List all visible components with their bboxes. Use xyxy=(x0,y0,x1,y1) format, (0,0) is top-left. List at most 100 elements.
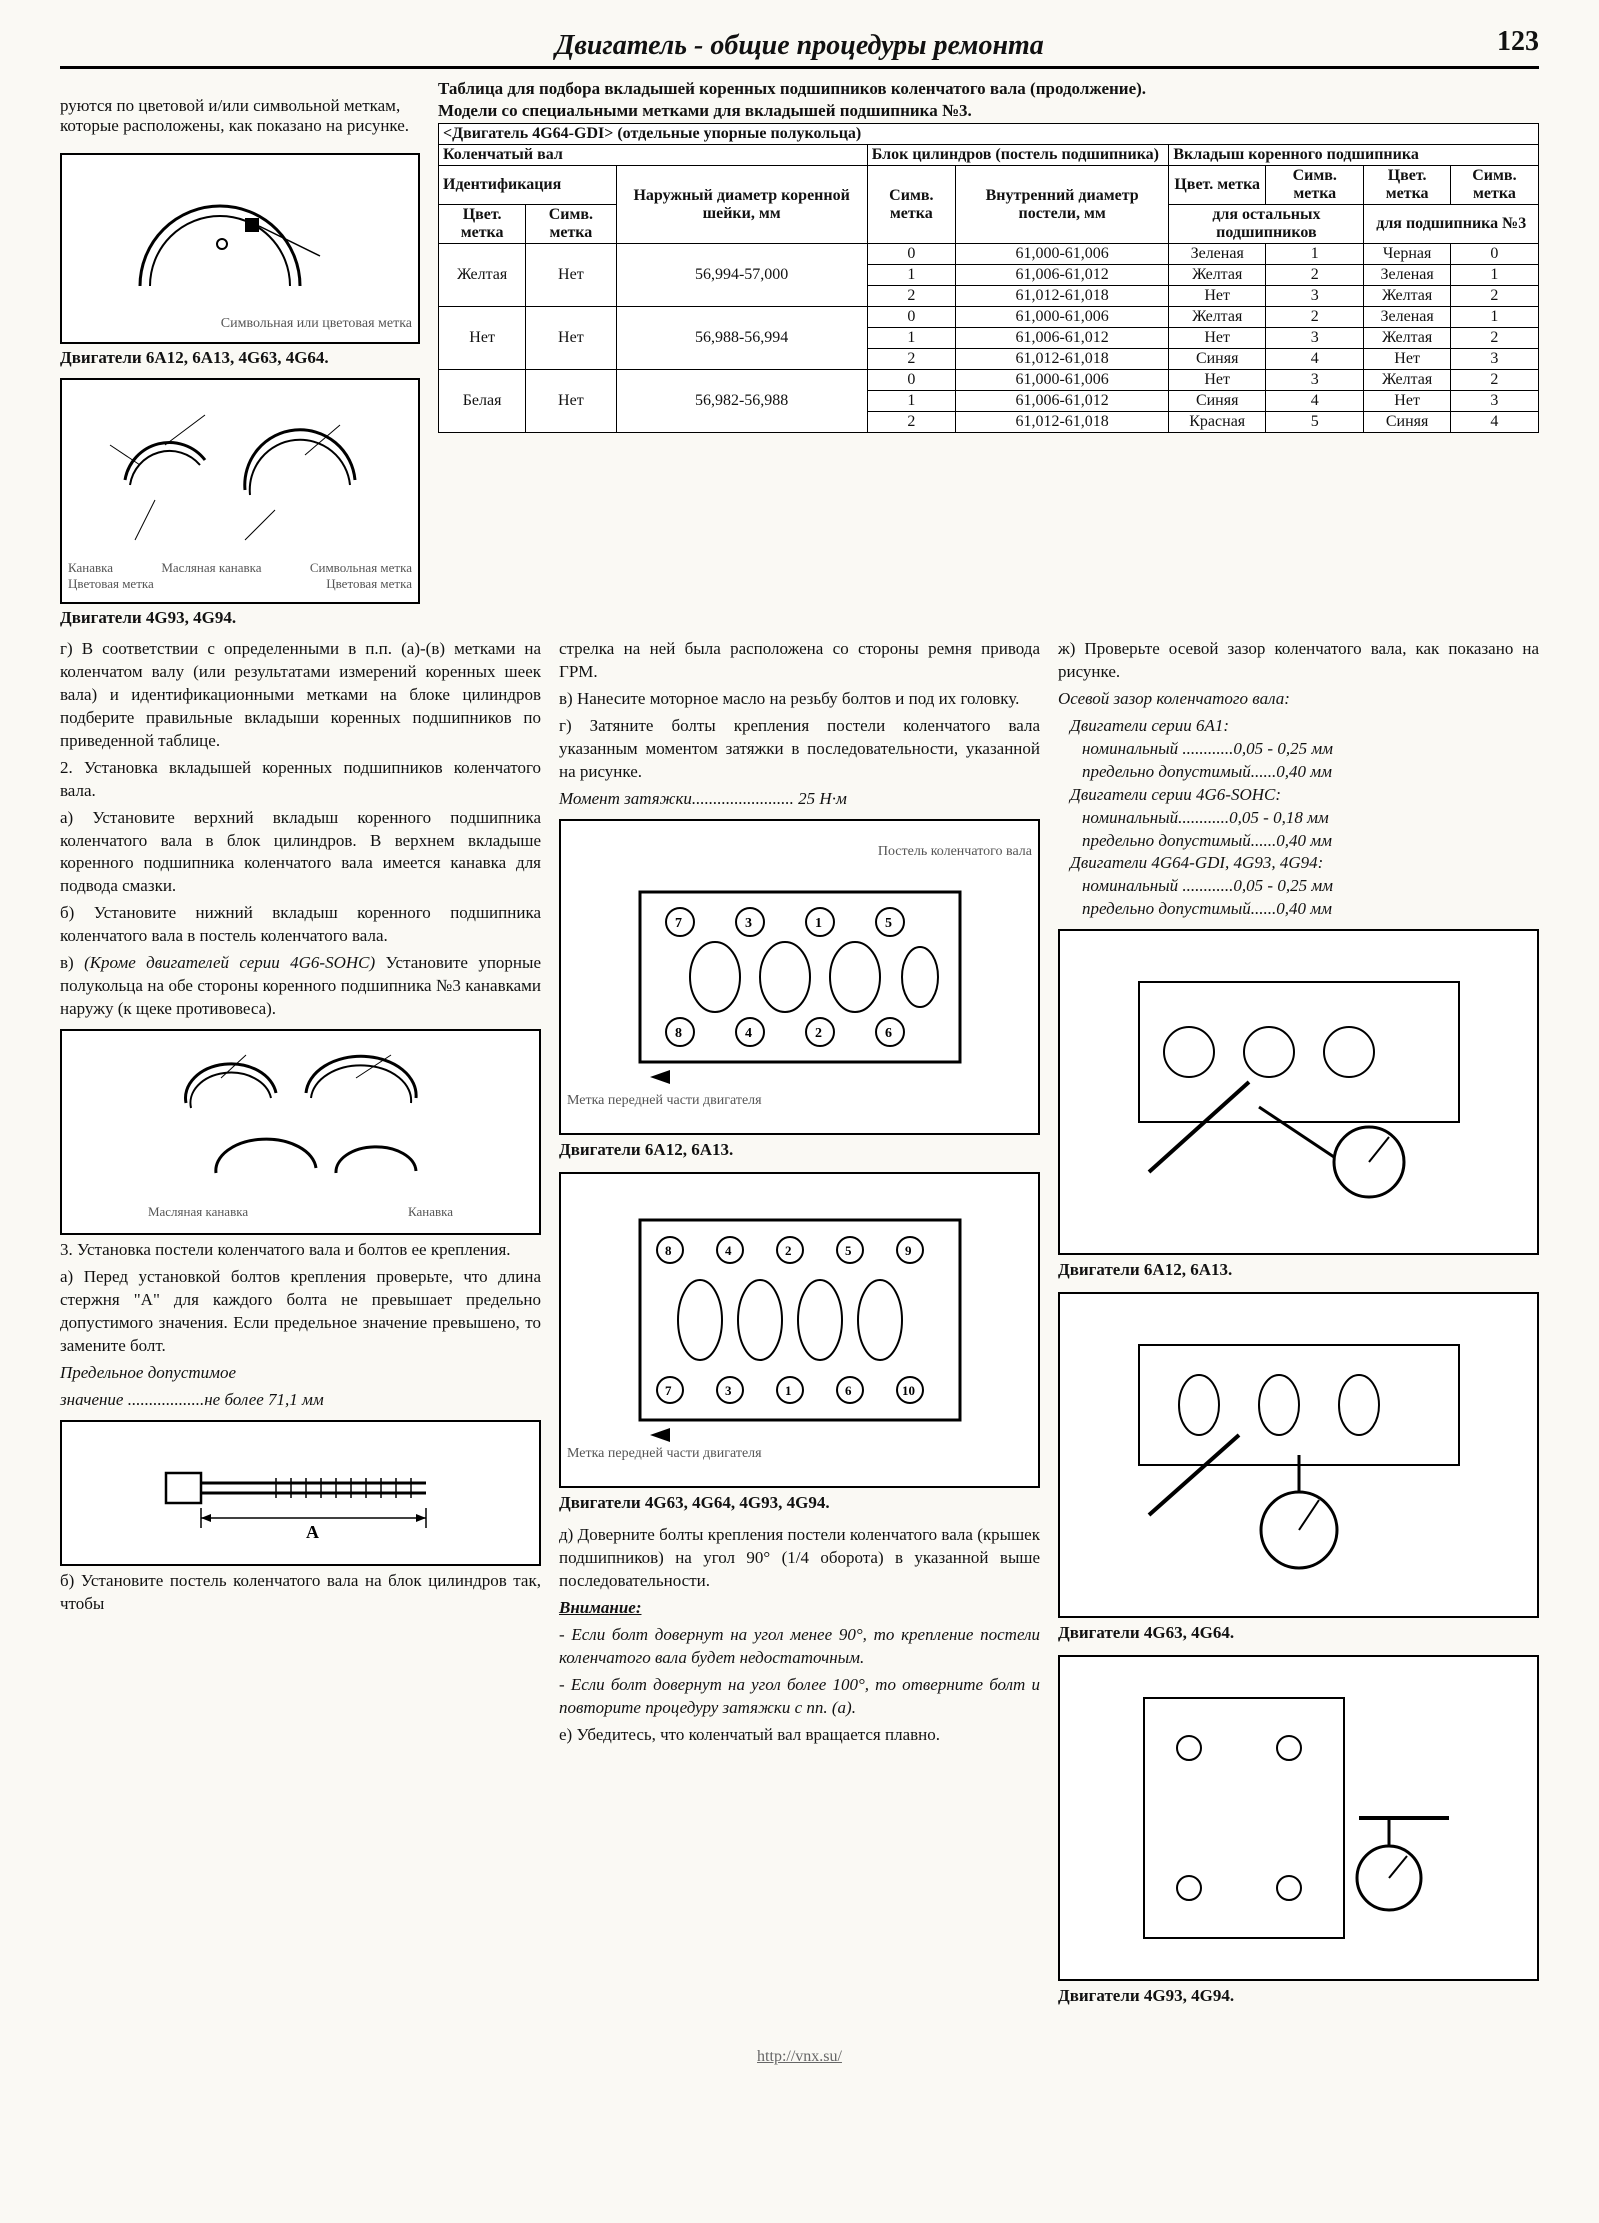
c2-p2: в) Нанесите моторное масло на резьбу бол… xyxy=(559,688,1040,711)
svg-text:9: 9 xyxy=(905,1243,912,1258)
fig-torque-seq-6a: Постель коленчатого вала 7315 8426 Метка… xyxy=(559,819,1040,1135)
fig2-label-oil: Масляная канавка xyxy=(161,560,261,576)
c1-p2: г) В соответствии с определенными в п.п.… xyxy=(60,638,541,753)
tbl-id: Внутренний диаметр постели, мм xyxy=(955,166,1168,244)
tbl-ident: Идентификация xyxy=(439,166,617,205)
tbl-rest: для остальных подшипников xyxy=(1169,205,1364,244)
c1-p9a: Предельное допустимое xyxy=(60,1362,541,1385)
svg-text:6: 6 xyxy=(885,1026,892,1041)
tbl-nc: Цвет. метка xyxy=(1364,166,1450,205)
fig2-label-canavka: Канавка xyxy=(68,560,113,576)
c1-p4: а) Установите верхний вкладыш коренного … xyxy=(60,807,541,899)
tbl-n3: для подшипника №3 xyxy=(1364,205,1539,244)
c2-p5: д) Доверните болты крепления постели кол… xyxy=(559,1524,1040,1593)
svg-text:3: 3 xyxy=(745,916,752,931)
fig-bolt-length: A xyxy=(60,1420,541,1566)
c2-p7: е) Убедитесь, что коленчатый вал вращает… xyxy=(559,1724,1040,1747)
c1-p8: а) Перед установкой болтов крепления про… xyxy=(60,1266,541,1358)
tbl-block: Блок цилиндров (постель подшипника) xyxy=(867,145,1169,166)
page-number: 123 xyxy=(1497,26,1539,58)
tbl-crank: Коленчатый вал xyxy=(439,145,868,166)
c3-s3c: предельно допустимый......0,40 мм xyxy=(1070,898,1539,921)
bearing-table: <Двигатель 4G64-GDI> (отдельные упорные … xyxy=(438,123,1539,433)
table-row: НетНет56,988-56,994061,000-61,006Желтая2… xyxy=(439,307,1539,328)
fig4-A: A xyxy=(306,1522,319,1542)
c3-cap2: Двигатели 4G63, 4G64. xyxy=(1058,1622,1539,1645)
col3: ж) Проверьте осевой зазор коленчатого ва… xyxy=(1058,638,1539,2018)
tbl-symb: Симв. метка xyxy=(526,205,616,244)
table-title2: Модели со специальными метками для вклад… xyxy=(438,101,1539,121)
svg-text:1: 1 xyxy=(815,916,822,931)
c2-p1: стрелка на ней была расположена со сторо… xyxy=(559,638,1040,684)
svg-text:10: 10 xyxy=(902,1383,915,1398)
svg-text:2: 2 xyxy=(785,1243,792,1258)
fig-bearing-marks-2: Канавка Масляная канавка Символьная метк… xyxy=(60,378,420,604)
svg-text:4: 4 xyxy=(745,1026,752,1041)
fig2-label-symb: Символьная метка xyxy=(310,560,412,576)
fig3-oil: Масляная канавка xyxy=(148,1203,248,1221)
c1-p3: 2. Установка вкладышей коренных подшипни… xyxy=(60,757,541,803)
c2-cap2: Двигатели 4G63, 4G64, 4G93, 4G94. xyxy=(559,1492,1040,1515)
c1-p1: руются по цветовой и/или символьной метк… xyxy=(60,96,420,136)
c1-p6b: (Кроме двигателей серии 4G6-SOHC) xyxy=(84,953,375,972)
svg-text:8: 8 xyxy=(675,1026,682,1041)
fig-c2-1-top: Постель коленчатого вала xyxy=(878,843,1032,862)
fig2-label-color1: Цветовая метка xyxy=(68,576,154,592)
table-title1: Таблица для подбора вкладышей коренных п… xyxy=(438,79,1539,99)
c1-p10: б) Установите постель коленчатого вала н… xyxy=(60,1570,541,1616)
cap2: Двигатели 4G93, 4G94. xyxy=(60,608,420,628)
col1-top: руются по цветовой и/или символьной метк… xyxy=(60,79,420,638)
fig1-label: Символьная или цветовая метка xyxy=(221,316,412,332)
svg-text:7: 7 xyxy=(675,916,682,931)
c3-s1c: предельно допустимый......0,40 мм xyxy=(1070,761,1539,784)
page-title: Двигатель - общие процедуры ремонта xyxy=(555,30,1044,62)
tbl-od: Наружный диаметр коренной шейки, мм xyxy=(616,166,867,244)
c1-p9b: значение ..................не более 71,1… xyxy=(60,1389,541,1412)
fig3-groove: Канавка xyxy=(408,1203,453,1221)
c3-s3b: номинальный ............0,05 - 0,25 мм xyxy=(1070,875,1539,898)
c3-p1: ж) Проверьте осевой зазор коленчатого ва… xyxy=(1058,638,1539,684)
c1-p7: 3. Установка постели коленчатого вала и … xyxy=(60,1239,541,1262)
svg-text:1: 1 xyxy=(785,1383,792,1398)
table-block: Таблица для подбора вкладышей коренных п… xyxy=(438,79,1539,624)
tbl-rs: Симв. метка xyxy=(1266,166,1364,205)
footer-url: http://vnx.su/ xyxy=(60,2048,1539,2066)
svg-text:3: 3 xyxy=(725,1383,732,1398)
svg-text:5: 5 xyxy=(845,1243,852,1258)
fig-axial-play-4g93 xyxy=(1058,1655,1539,1981)
c2-p6b: - Если болт довернут на угол более 100°,… xyxy=(559,1674,1040,1720)
tbl-ns: Симв. метка xyxy=(1450,166,1538,205)
tbl-bearing: Вкладыш коренного подшипника xyxy=(1169,145,1539,166)
fig-axial-play-4g63 xyxy=(1058,1292,1539,1618)
table-row: ЖелтаяНет56,994-57,000061,000-61,006Зеле… xyxy=(439,244,1539,265)
c3-s2b: номинальный............0,05 - 0,18 мм xyxy=(1070,807,1539,830)
col2: стрелка на ней была расположена со сторо… xyxy=(559,638,1040,2018)
tbl-rc: Цвет. метка xyxy=(1169,166,1266,205)
col1-body: г) В соответствии с определенными в п.п.… xyxy=(60,638,541,2018)
fig2-label-color2: Цветовая метка xyxy=(326,576,412,592)
table-row: БелаяНет56,982-56,988061,000-61,006Нет3Ж… xyxy=(439,370,1539,391)
cap1: Двигатели 6A12, 6A13, 4G63, 4G64. xyxy=(60,348,420,368)
tbl-engine-hdr: <Двигатель 4G64-GDI> (отдельные упорные … xyxy=(439,124,1539,145)
page-header: Двигатель - общие процедуры ремонта 123 xyxy=(60,30,1539,69)
c2-p6a: - Если болт довернут на угол менее 90°, … xyxy=(559,1624,1040,1670)
tbl-bs: Симв. метка xyxy=(867,166,955,244)
fig-torque-seq-4g: 84259 731610 Метка передней части двигат… xyxy=(559,1172,1040,1488)
tbl-color: Цвет. метка xyxy=(439,205,526,244)
svg-text:6: 6 xyxy=(845,1383,852,1398)
c3-s1b: номинальный ............0,05 - 0,25 мм xyxy=(1070,738,1539,761)
fig-thrust-rings: Масляная канавка Канавка xyxy=(60,1029,541,1235)
svg-text:7: 7 xyxy=(665,1383,672,1398)
c3-p2: Осевой зазор коленчатого вала: xyxy=(1058,688,1539,711)
svg-text:8: 8 xyxy=(665,1243,672,1258)
c2-p4: Момент затяжки........................ 2… xyxy=(559,788,1040,811)
fig-bearing-marks-1: Символьная или цветовая метка xyxy=(60,153,420,344)
fig-axial-play-6a xyxy=(1058,929,1539,1255)
c1-p6: в) (Кроме двигателей серии 4G6-SOHC) Уст… xyxy=(60,952,541,1021)
c2-cap1: Двигатели 6A12, 6A13. xyxy=(559,1139,1040,1162)
c2-p3: г) Затяните болты крепления постели коле… xyxy=(559,715,1040,784)
svg-text:5: 5 xyxy=(885,916,892,931)
c3-cap3: Двигатели 4G93, 4G94. xyxy=(1058,1985,1539,2008)
fig-c2-1-bot: Метка передней части двигателя xyxy=(567,1092,762,1111)
c3-s2c: предельно допустимый......0,40 мм xyxy=(1070,830,1539,853)
